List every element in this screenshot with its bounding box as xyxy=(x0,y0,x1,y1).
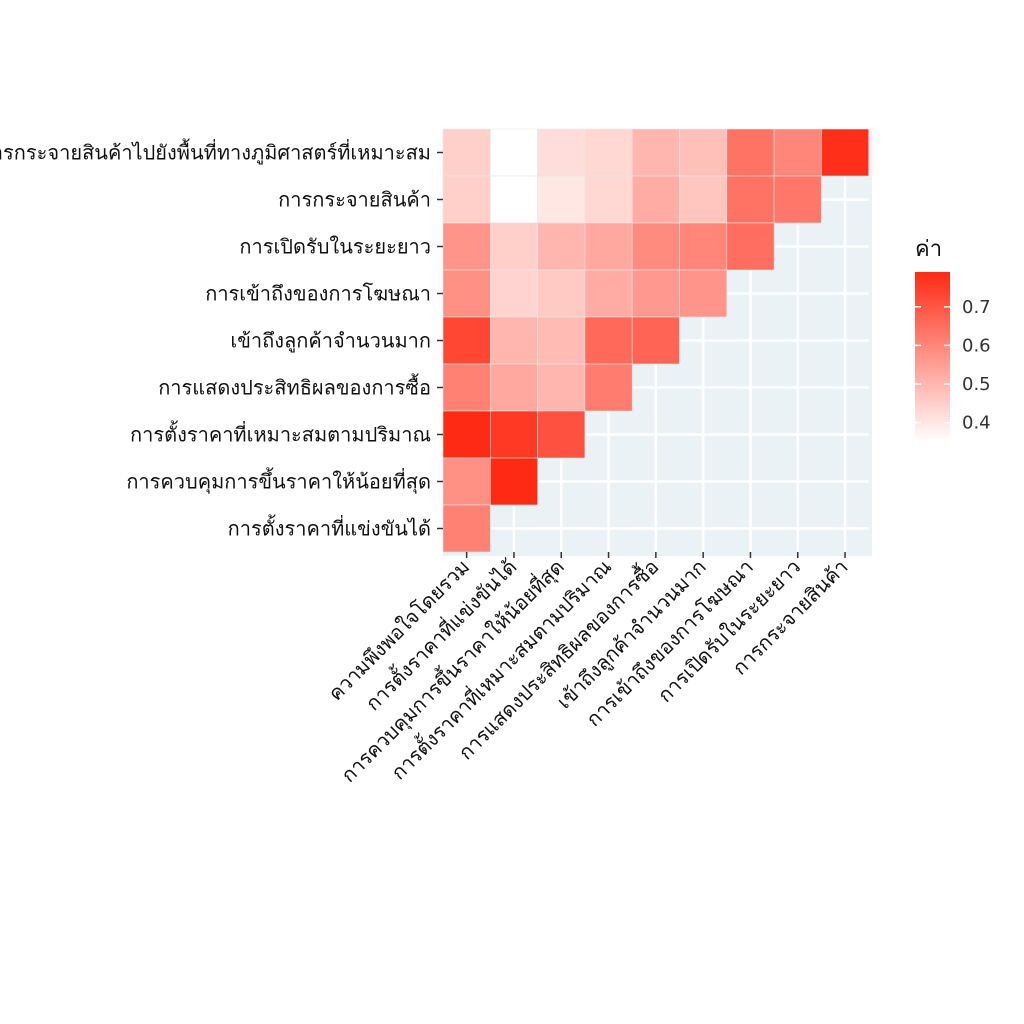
heatmap-cell xyxy=(442,128,491,177)
heatmap-cell xyxy=(584,222,633,271)
heatmap-cell xyxy=(442,410,491,459)
heatmap-cell xyxy=(489,128,538,177)
heatmap-cell xyxy=(537,363,586,412)
y-tick-label: การกระจายสินค้าไปยังพื้นที่ทางภูมิศาสตร์… xyxy=(0,139,431,166)
heatmap-cell xyxy=(631,269,680,318)
y-tick-label: การกระจายสินค้า xyxy=(278,188,431,212)
heatmap-cell xyxy=(631,222,680,271)
heatmap-cell xyxy=(584,269,633,318)
heatmap-cell xyxy=(584,128,633,177)
heatmap-cell xyxy=(821,128,870,177)
y-axis: การกระจายสินค้าไปยังพื้นที่ทางภูมิศาสตร์… xyxy=(0,139,443,541)
heatmap-cell xyxy=(679,175,728,224)
y-tick-label: การควบคุมการขึ้นราคาให้น้อยที่สุด xyxy=(126,468,431,495)
heatmap-cell xyxy=(679,128,728,177)
heatmap-cell xyxy=(631,316,680,365)
heatmap-cell xyxy=(679,269,728,318)
heatmap-cell xyxy=(489,457,538,506)
legend-tick-label: 0.7 xyxy=(962,297,991,318)
legend-tick-label: 0.4 xyxy=(962,413,991,434)
heatmap-cell xyxy=(489,363,538,412)
heatmap-cell xyxy=(489,410,538,459)
heatmap-cell xyxy=(631,128,680,177)
x-axis: ความพึงพอใจโดยรวมการตั้งราคาที่แข่งขันได… xyxy=(323,552,853,788)
heatmap-cell xyxy=(773,175,822,224)
heatmap-cell xyxy=(584,175,633,224)
color-legend: ค่า 0.7 0.6 0.5 0.4 xyxy=(915,237,991,442)
heatmap-cell xyxy=(442,504,491,553)
heatmap-cell xyxy=(537,269,586,318)
heatmap-cell xyxy=(631,175,680,224)
heatmap-cell xyxy=(489,175,538,224)
y-tick-label: การแสดงประสิทธิผลของการซื้อ xyxy=(158,374,431,400)
heatmap-cell xyxy=(442,222,491,271)
heatmap-cell xyxy=(442,457,491,506)
heatmap-cell xyxy=(442,269,491,318)
y-tick-label: การตั้งราคาที่เหมาะสมตามปริมาณ xyxy=(130,421,431,447)
heatmap-cell xyxy=(489,222,538,271)
heatmap-cell xyxy=(726,222,775,271)
legend-title: ค่า xyxy=(915,237,942,262)
heatmap-cell xyxy=(584,363,633,412)
heatmap-cell xyxy=(489,316,538,365)
heatmap-cell xyxy=(442,316,491,365)
heatmap-cell xyxy=(537,410,586,459)
heatmap-tiles xyxy=(442,128,870,553)
heatmap-cell xyxy=(584,316,633,365)
y-tick-label: เข้าถึงลูกค้าจำนวนมาก xyxy=(230,329,431,354)
heatmap-cell xyxy=(773,128,822,177)
heatmap-cell xyxy=(537,175,586,224)
heatmap-cell xyxy=(679,222,728,271)
y-tick-label: การเปิดรับในระยะยาว xyxy=(239,235,431,259)
heatmap-cell xyxy=(442,175,491,224)
y-tick-label: การตั้งราคาที่แข่งขันได้ xyxy=(228,515,431,541)
heatmap-cell xyxy=(726,175,775,224)
heatmap-cell xyxy=(537,222,586,271)
heatmap-cell xyxy=(726,128,775,177)
heatmap-cell xyxy=(537,128,586,177)
legend-color-bar xyxy=(915,272,950,442)
y-tick-label: การเข้าถึงของการโฆษณา xyxy=(205,282,431,306)
heatmap-cell xyxy=(537,316,586,365)
legend-tick-label: 0.6 xyxy=(962,335,991,356)
heatmap-cell xyxy=(442,363,491,412)
heatmap-cell xyxy=(489,269,538,318)
legend-tick-label: 0.5 xyxy=(962,374,991,395)
